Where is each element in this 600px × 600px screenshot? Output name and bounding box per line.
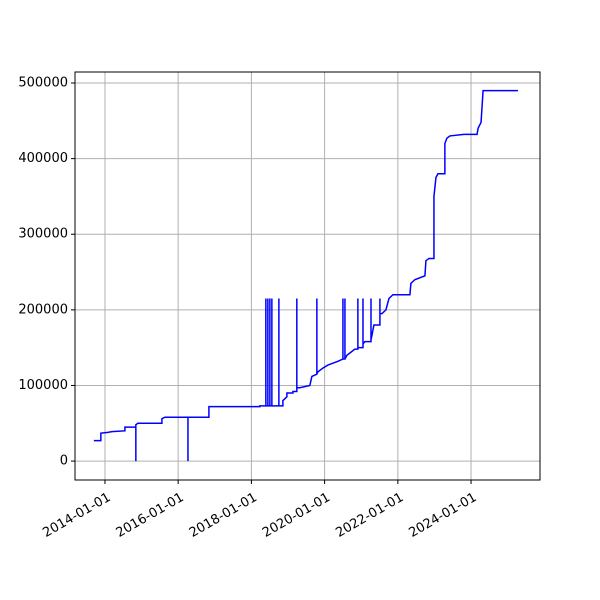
x-tick-label: 2022-01-01: [333, 490, 406, 541]
x-tick-label: 2014-01-01: [40, 490, 113, 541]
x-tick-label: 2018-01-01: [187, 490, 260, 541]
x-tick-label: 2020-01-01: [260, 490, 333, 541]
plot-frame: [74, 71, 541, 481]
y-tick-label: 200000: [18, 302, 68, 317]
y-tick-label: 300000: [18, 227, 68, 242]
y-tick-label: 500000: [18, 76, 68, 91]
y-tick-label: 0: [60, 454, 68, 469]
x-tick-label: 2024-01-01: [406, 490, 479, 541]
data-line: [93, 89, 518, 462]
x-tick-label: 2016-01-01: [114, 490, 187, 541]
y-tick-label: 400000: [18, 151, 68, 166]
y-tick-label: 100000: [18, 378, 68, 393]
